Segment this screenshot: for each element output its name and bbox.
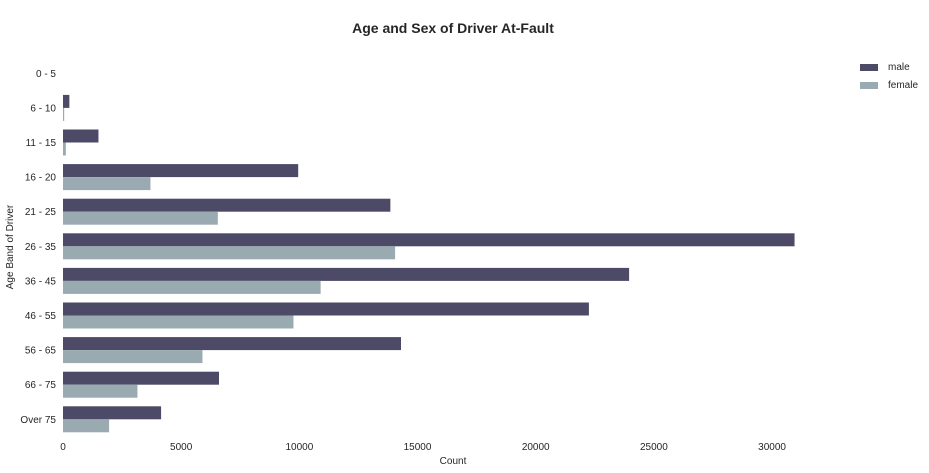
bar-female-3 [63, 177, 151, 191]
x-axis-label: Count [440, 456, 467, 467]
bar-female-8 [63, 350, 203, 364]
x-tick-label: 10000 [285, 442, 313, 453]
bar-male-1 [63, 94, 70, 108]
bar-male-9 [63, 371, 219, 385]
bar-female-10 [63, 419, 110, 433]
bar-male-3 [63, 164, 299, 178]
x-tick-labels: 0 5000 10000 15000 20000 25000 30000 [60, 442, 786, 453]
x-tick-label: 15000 [404, 442, 432, 453]
legend-item-female: female [860, 76, 918, 94]
y-tick-label: 0 - 5 [36, 69, 56, 80]
bar-male-5 [63, 233, 795, 247]
legend-label-male: male [888, 61, 910, 73]
bar-female-9 [63, 384, 138, 398]
bar-female-6 [63, 280, 321, 294]
legend: male female [860, 58, 918, 94]
x-tick-label: 5000 [170, 442, 193, 453]
legend-item-male: male [860, 58, 918, 76]
bar-female-4 [63, 211, 218, 225]
bar-female-7 [63, 315, 294, 329]
bar-male-7 [63, 302, 589, 316]
y-tick-label: 16 - 20 [25, 173, 57, 184]
y-tick-label: 56 - 65 [25, 346, 57, 357]
bar-female-2 [63, 142, 66, 156]
legend-swatch-male [860, 63, 878, 71]
y-tick-label: 26 - 35 [25, 242, 57, 253]
y-axis-label: Age Band of Driver [5, 204, 16, 289]
x-tick-label: 25000 [640, 442, 668, 453]
y-tick-label: 46 - 55 [25, 311, 57, 322]
legend-label-female: female [888, 79, 919, 91]
y-tick-label: 11 - 15 [26, 138, 57, 149]
y-tick-label: 36 - 45 [25, 276, 57, 287]
bar-male-6 [63, 267, 630, 281]
bar-female-5 [63, 246, 396, 260]
bar-female-1 [63, 107, 65, 121]
bar-male-2 [63, 129, 99, 143]
y-tick-label: 21 - 25 [25, 207, 57, 218]
bar-male-8 [63, 337, 401, 351]
x-tick-label: 30000 [758, 442, 786, 453]
y-tick-labels: 0 - 5 6 - 10 11 - 15 16 - 20 21 - 25 26 - 35 3… [20, 69, 56, 426]
y-tick-label: 6 - 10 [30, 103, 56, 114]
legend-swatch-female [860, 81, 878, 89]
bar-male-4 [63, 198, 391, 212]
y-tick-label: Over 75 [20, 415, 56, 426]
bars-layer [63, 94, 795, 433]
y-tick-label: 66 - 75 [25, 380, 57, 391]
x-tick-label: 20000 [522, 442, 550, 453]
bar-male-10 [63, 406, 162, 420]
chart-title: Age and Sex of Driver At-Fault [352, 20, 554, 36]
x-tick-label: 0 [60, 442, 66, 453]
